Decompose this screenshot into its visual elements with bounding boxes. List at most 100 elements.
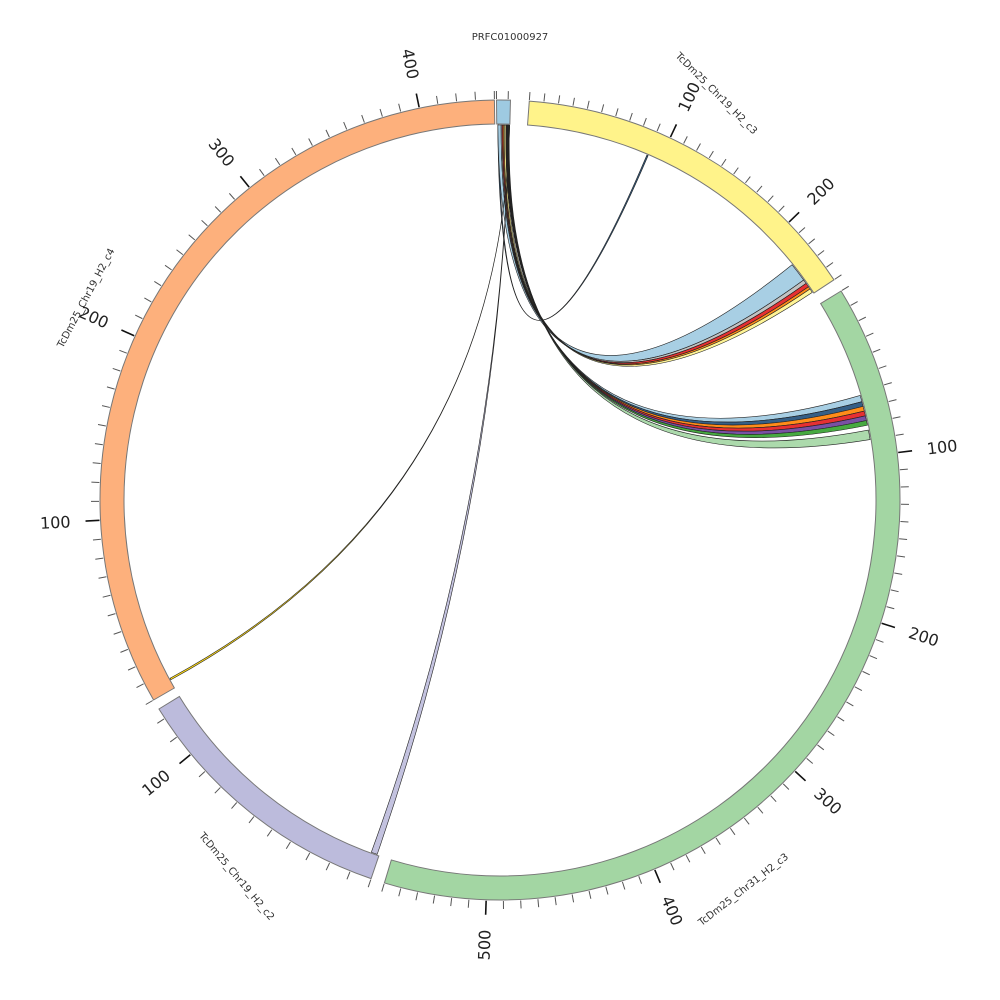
tick-label: 400 <box>398 47 423 81</box>
minor-tick <box>119 349 128 354</box>
minor-tick <box>621 881 626 890</box>
minor-tick <box>875 639 884 643</box>
tick-label: 100 <box>40 512 71 533</box>
minor-tick <box>154 280 162 287</box>
minor-tick <box>450 898 453 907</box>
minor-tick <box>415 892 419 901</box>
minor-tick <box>259 168 265 176</box>
minor-tick <box>346 871 351 880</box>
minor-tick <box>629 112 633 121</box>
minor-tick <box>379 108 383 117</box>
minor-tick <box>102 594 111 598</box>
segment-c4 <box>99 99 496 701</box>
minor-tick <box>869 655 878 660</box>
link-prfc-c3-1 <box>497 124 805 362</box>
minor-tick <box>381 883 385 892</box>
minor-tick <box>743 817 750 825</box>
major-tick <box>239 175 250 188</box>
minor-tick <box>841 285 849 291</box>
minor-tick <box>708 150 714 159</box>
links-layer <box>169 124 871 855</box>
minor-tick <box>543 93 546 102</box>
minor-tick <box>92 462 101 465</box>
minor-tick <box>228 193 235 200</box>
minor-tick <box>778 205 785 213</box>
minor-tick <box>554 897 557 906</box>
minor-tick <box>157 718 165 724</box>
minor-tick <box>899 468 908 471</box>
segments-layer <box>99 99 901 901</box>
major-tick <box>788 211 800 223</box>
segment-label-prfc: PRFC01000927 <box>472 32 549 43</box>
minor-tick <box>436 95 439 104</box>
minor-tick <box>113 631 122 635</box>
minor-tick <box>432 895 436 904</box>
minor-tick <box>685 854 691 863</box>
minor-tick <box>134 314 143 320</box>
minor-tick <box>398 888 402 897</box>
minor-tick <box>700 846 706 855</box>
minor-tick <box>107 613 116 617</box>
minor-tick <box>367 879 372 888</box>
minor-tick <box>615 108 619 117</box>
minor-tick <box>248 816 255 824</box>
minor-tick <box>899 538 908 541</box>
minor-tick <box>361 114 365 123</box>
major-tick <box>415 93 420 108</box>
minor-tick <box>846 701 854 707</box>
major-tick <box>121 329 135 337</box>
minor-tick <box>745 176 751 184</box>
minor-tick <box>865 332 874 337</box>
minor-tick <box>231 802 238 809</box>
major-tick <box>654 869 661 884</box>
tick-label: 500 <box>475 929 495 960</box>
minor-tick <box>656 123 661 132</box>
minor-tick <box>892 416 901 419</box>
major-tick <box>669 124 678 138</box>
minor-tick <box>770 795 777 803</box>
minor-tick <box>537 899 540 908</box>
minor-tick <box>214 787 221 794</box>
link-prfc-c3-0 <box>497 124 649 321</box>
minor-tick <box>266 829 273 837</box>
tick-label: 200 <box>906 623 941 650</box>
segment-c3 <box>527 100 835 294</box>
minor-tick <box>95 557 104 560</box>
minor-tick <box>291 147 297 156</box>
minor-tick <box>588 890 592 899</box>
major-tick <box>898 450 913 454</box>
minor-tick <box>201 219 208 227</box>
minor-tick <box>806 758 814 764</box>
minor-tick <box>120 648 129 653</box>
link-prfc-c4-14 <box>169 124 511 681</box>
minor-tick <box>198 771 206 778</box>
minor-tick <box>670 862 675 871</box>
minor-tick <box>683 136 688 144</box>
minor-tick <box>767 195 774 202</box>
tick-label: 300 <box>810 784 845 819</box>
minor-tick <box>858 316 867 322</box>
minor-tick <box>850 301 858 306</box>
tick-label: 400 <box>657 893 686 929</box>
minor-tick <box>601 104 605 113</box>
minor-tick <box>558 95 561 104</box>
minor-tick <box>169 736 177 743</box>
minor-tick <box>455 93 458 102</box>
minor-tick <box>834 274 842 280</box>
minor-tick <box>721 158 727 167</box>
minor-tick <box>862 670 870 676</box>
segment-label-c4: TcDm25_Chr19_H2_c4 <box>55 247 117 351</box>
minor-tick <box>97 424 106 427</box>
segment-label-c31: TcDm25_Chr31_H2_c3 <box>696 852 791 930</box>
minor-tick <box>605 886 609 895</box>
minor-tick <box>897 555 906 558</box>
link-prfc-c31-12 <box>508 124 871 449</box>
major-tick <box>794 770 807 782</box>
minor-tick <box>528 92 531 101</box>
minor-tick <box>894 572 903 575</box>
minor-tick <box>145 700 153 705</box>
minor-tick <box>136 683 144 688</box>
minor-tick <box>164 264 172 271</box>
